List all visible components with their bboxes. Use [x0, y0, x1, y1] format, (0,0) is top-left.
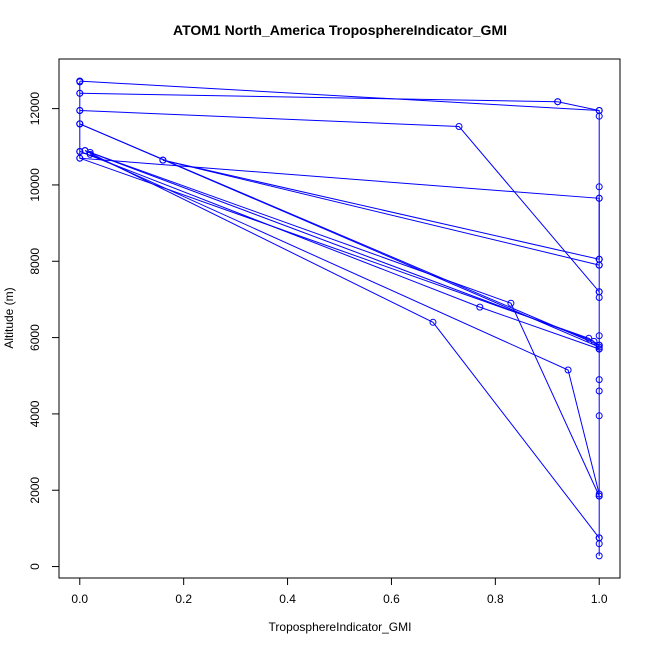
x-tick-label: 0.6 — [383, 592, 400, 606]
data-point — [595, 112, 603, 120]
series-line-3 — [79, 110, 600, 293]
chart-title: ATOM1 North_America TroposphereIndicator… — [173, 22, 507, 38]
data-point — [590, 337, 598, 345]
y-tick-label: 0 — [28, 563, 42, 570]
x-tick-label: 0.4 — [279, 592, 296, 606]
series-line-2 — [79, 92, 558, 103]
data-point — [76, 147, 84, 155]
data-point — [595, 387, 603, 395]
data-point — [86, 149, 94, 156]
y-tick-label: 4000 — [28, 400, 42, 427]
y-axis-label: Altitude (m) — [2, 287, 16, 348]
series-line-10 — [90, 152, 595, 342]
series-line-14 — [557, 101, 600, 260]
series-line-9 — [84, 150, 600, 497]
data-point — [595, 412, 603, 420]
y-ticks: 0 2000 4000 6000 8000 10000 12000 — [28, 92, 59, 570]
y-tick-label: 12000 — [28, 92, 42, 126]
series-line-13 — [89, 153, 600, 495]
series-line-7 — [79, 157, 600, 346]
data-point — [429, 318, 437, 326]
data-point — [595, 183, 603, 191]
series-line-11 — [162, 159, 600, 260]
data-point — [76, 154, 84, 162]
x-tick-label: 0.0 — [71, 592, 88, 606]
data-point — [76, 77, 84, 85]
data-point — [595, 490, 603, 498]
data-point — [595, 341, 603, 349]
data-point — [595, 194, 603, 202]
data-point — [595, 376, 603, 384]
series-line-0 — [79, 81, 600, 556]
data-point — [564, 366, 572, 374]
x-ticks: 0.0 0.2 0.4 0.6 0.8 1.0 — [71, 578, 608, 606]
data-point — [595, 332, 603, 340]
data-point — [507, 299, 515, 307]
y-tick-label: 6000 — [28, 324, 42, 351]
data-point — [76, 107, 84, 114]
series-line-6 — [79, 150, 600, 350]
data-point — [86, 150, 94, 158]
data-point — [554, 98, 562, 106]
data-point — [455, 123, 463, 130]
series-line-8 — [84, 150, 600, 539]
data-point — [595, 345, 603, 353]
data-point — [595, 552, 603, 560]
y-tick-label: 2000 — [28, 477, 42, 504]
data-point — [595, 534, 603, 542]
x-tick-label: 1.0 — [591, 592, 608, 606]
data-point — [595, 288, 603, 296]
series-layer — [76, 77, 603, 560]
series-line-12 — [162, 159, 600, 266]
y-tick-label: 10000 — [28, 168, 42, 202]
data-point — [595, 255, 603, 263]
x-axis-label: TroposphereIndicator_GMI — [269, 620, 412, 634]
data-point — [76, 89, 84, 97]
x-tick-label: 0.2 — [175, 592, 192, 606]
data-point — [159, 156, 167, 164]
series-line-5 — [79, 123, 600, 346]
x-tick-label: 0.8 — [487, 592, 504, 606]
data-point — [476, 303, 484, 311]
data-point — [595, 343, 603, 351]
y-tick-label: 8000 — [28, 248, 42, 275]
series-line-1 — [79, 80, 600, 111]
data-point — [76, 120, 84, 128]
